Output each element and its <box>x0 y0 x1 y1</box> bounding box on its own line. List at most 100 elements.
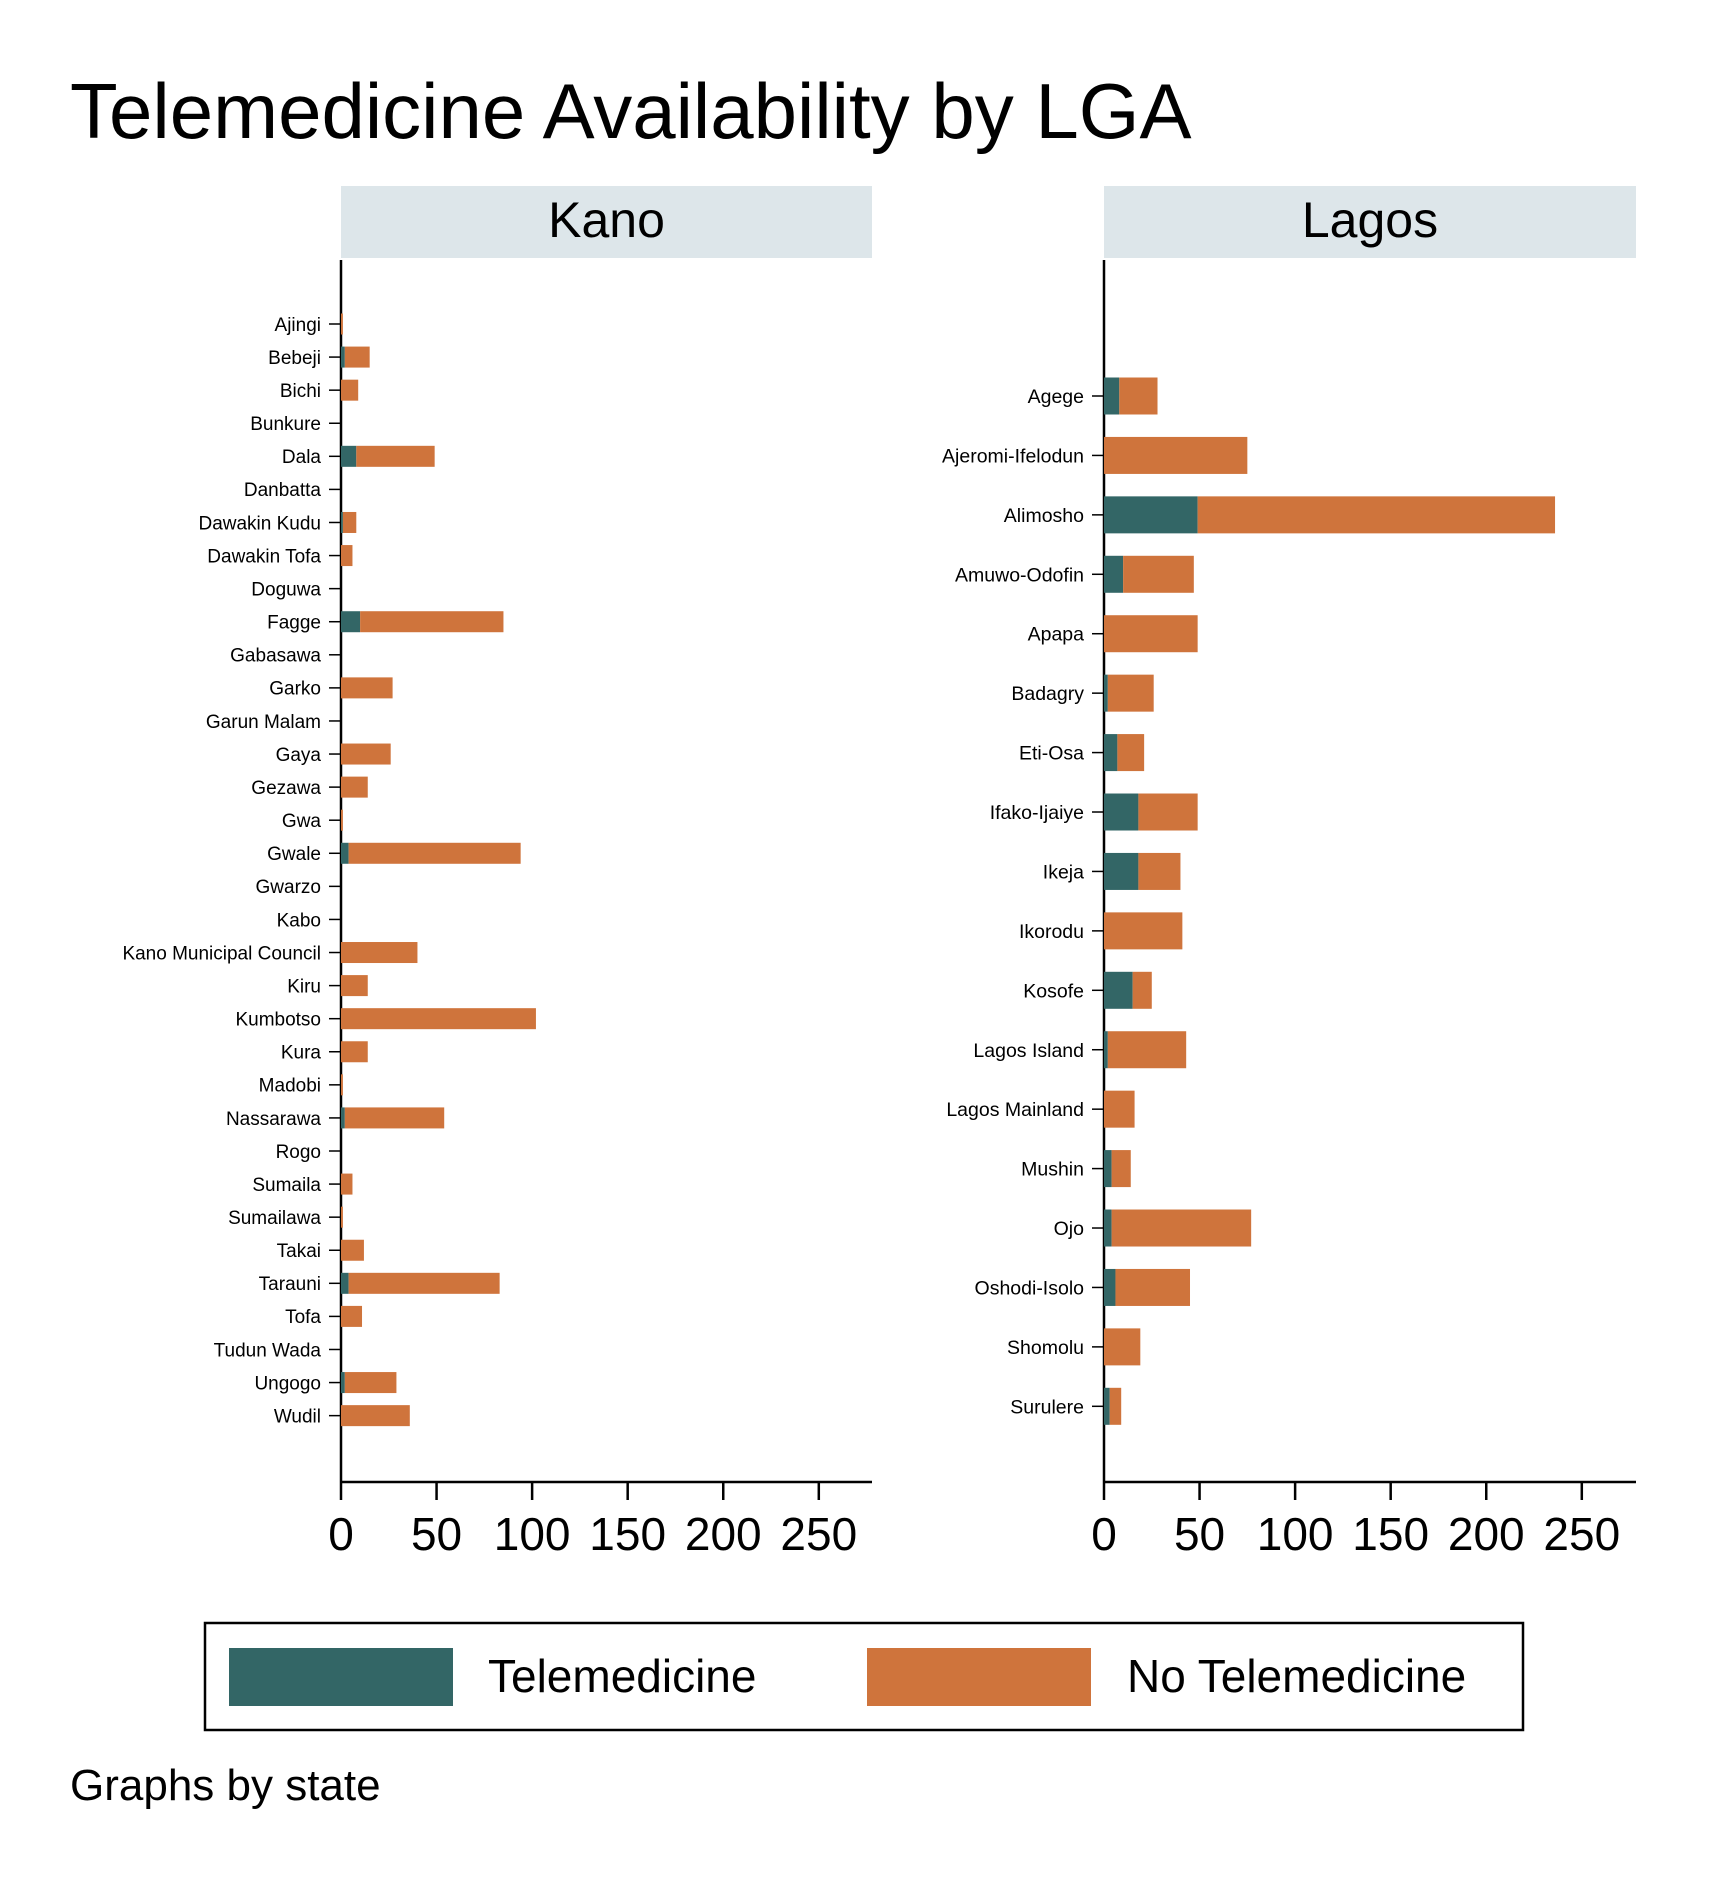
legend-label-no-telemedicine: No Telemedicine <box>1127 1650 1466 1702</box>
bar-telemedicine-eti-osa <box>1104 734 1118 772</box>
panel-lagos: Lagos 0 50 100 150 200 250 Agege Ajeromi-Ifelodu… <box>942 186 1636 1560</box>
bar-no-telemedicine-surulere <box>1109 1387 1122 1425</box>
bar-no-telemedicine-ojo <box>1111 1209 1252 1247</box>
legend: Telemedicine No Telemedicine <box>203 1621 1525 1732</box>
bar-telemedicine-dawakin-kudu <box>341 511 343 533</box>
y-tick-label: Dawakin Tofa <box>207 546 321 567</box>
y-tick-label: Kiru <box>287 976 321 997</box>
bar-no-telemedicine-kumbotso <box>341 1008 536 1030</box>
legend-label-telemedicine: Telemedicine <box>488 1650 756 1702</box>
y-tick-label: Oshodi-Isolo <box>975 1277 1085 1299</box>
y-tick-label: Kosofe <box>1023 980 1084 1002</box>
y-tick-label: Bichi <box>280 381 321 402</box>
y-tick-label: Badagry <box>1011 683 1084 705</box>
y-tick-label: Takai <box>277 1241 321 1262</box>
bar-telemedicine-alimosho <box>1104 496 1198 534</box>
x-tick-label: 200 <box>685 1508 762 1560</box>
bar-telemedicine-amuwo-odofin <box>1104 555 1124 593</box>
y-tick-label: Kura <box>281 1043 322 1064</box>
bar-no-telemedicine-gwale <box>348 842 521 864</box>
bar-no-telemedicine-badagry <box>1107 674 1154 712</box>
bar-no-telemedicine-dawakin-tofa <box>341 545 353 567</box>
y-tick-label: Rogo <box>276 1142 321 1163</box>
y-tick-label: Tudun Wada <box>214 1340 322 1361</box>
bar-no-telemedicine-tarauni <box>348 1272 500 1294</box>
bar-no-telemedicine-dala <box>356 445 435 467</box>
y-tick-label: Dawakin Kudu <box>198 513 321 534</box>
y-tick-label: Amuwo-Odofin <box>955 564 1084 586</box>
bar-telemedicine-badagry <box>1104 674 1108 712</box>
panel-header-lagos <box>1104 186 1636 258</box>
panel-header-kano <box>341 186 872 258</box>
y-tick-label: Wudil <box>274 1406 321 1427</box>
y-tick-label: Lagos Island <box>973 1040 1084 1062</box>
y-tick-label: Kumbotso <box>235 1010 321 1031</box>
bar-no-telemedicine-gwa <box>341 809 343 831</box>
legend-swatch-telemedicine <box>229 1648 453 1706</box>
bar-no-telemedicine-oshodi-isolo <box>1115 1268 1191 1306</box>
legend-frame <box>203 1621 1525 1732</box>
y-tick-label: Agege <box>1028 386 1084 408</box>
x-tick-label: 0 <box>1091 1508 1117 1560</box>
x-tick-label: 250 <box>780 1508 857 1560</box>
bar-no-telemedicine-lagos-mainland <box>1104 1090 1135 1128</box>
bar-telemedicine-bebeji <box>341 346 345 368</box>
bar-no-telemedicine-eti-osa <box>1117 734 1145 772</box>
bar-no-telemedicine-garko <box>341 677 393 699</box>
y-tick-label: Mushin <box>1021 1159 1084 1181</box>
panels: Kano 0 50 100 150 200 250 Ajingi Bebeji Bichi Bunk… <box>122 186 1636 1560</box>
bar-telemedicine-kosofe <box>1104 971 1133 1009</box>
y-tick-label: Tarauni <box>259 1274 321 1295</box>
bar-no-telemedicine-kano-municipal-council <box>341 942 418 964</box>
x-tick-label: 150 <box>589 1508 666 1560</box>
y-tick-label: Alimosho <box>1004 505 1084 527</box>
bar-no-telemedicine-lagos-island <box>1107 1031 1187 1069</box>
bar-telemedicine-lagos-island <box>1104 1031 1108 1069</box>
bar-telemedicine-fagge <box>341 611 361 633</box>
y-tick-label: Tofa <box>285 1307 321 1328</box>
y-tick-label: Ikorodu <box>1019 921 1084 943</box>
bar-no-telemedicine-ikeja <box>1138 852 1181 890</box>
y-tick-label: Kabo <box>277 910 321 931</box>
bar-no-telemedicine-kura <box>341 1041 368 1063</box>
y-tick-label: Danbatta <box>244 480 322 501</box>
y-tick-label: Ungogo <box>254 1373 321 1394</box>
x-tick-label: 100 <box>494 1508 571 1560</box>
bar-no-telemedicine-apapa <box>1104 615 1198 653</box>
chart-title: Telemedicine Availability by LGA <box>70 67 1191 155</box>
bar-no-telemedicine-bichi <box>341 379 359 401</box>
y-tick-label: Gwarzo <box>256 877 321 898</box>
bar-no-telemedicine-shomolu <box>1104 1328 1141 1366</box>
bar-no-telemedicine-bebeji <box>344 346 370 368</box>
y-tick-label: Sumaila <box>252 1175 321 1196</box>
bar-telemedicine-ojo <box>1104 1209 1112 1247</box>
bar-no-telemedicine-dawakin-kudu <box>342 511 357 533</box>
bar-no-telemedicine-ikorodu <box>1104 912 1183 950</box>
y-tick-label: Ifako-Ijaiye <box>990 802 1084 824</box>
y-tick-label: Doguwa <box>251 579 321 600</box>
y-tick-label: Surulere <box>1010 1396 1084 1418</box>
y-tick-label: Madobi <box>259 1076 321 1097</box>
legend-swatch-no-telemedicine <box>867 1648 1091 1706</box>
y-tick-label: Gwale <box>267 844 321 865</box>
y-tick-label: Bunkure <box>250 414 321 435</box>
bar-no-telemedicine-mushin <box>1111 1150 1131 1188</box>
bar-telemedicine-ifako-ijaiye <box>1104 793 1139 831</box>
y-tick-label: Garun Malam <box>206 712 321 733</box>
y-tick-label: Eti-Osa <box>1019 743 1084 765</box>
x-tick-label: 100 <box>1257 1508 1334 1560</box>
x-tick-label: 200 <box>1448 1508 1525 1560</box>
y-tick-label: Gabasawa <box>230 646 321 667</box>
y-tick-label: Ojo <box>1054 1218 1085 1240</box>
bar-no-telemedicine-kosofe <box>1132 971 1152 1009</box>
bar-no-telemedicine-kiru <box>341 975 368 997</box>
bar-no-telemedicine-alimosho <box>1197 496 1556 534</box>
bar-no-telemedicine-ifako-ijaiye <box>1138 793 1198 831</box>
x-tick-label: 150 <box>1352 1508 1429 1560</box>
bar-no-telemedicine-gezawa <box>341 776 368 798</box>
bar-telemedicine-oshodi-isolo <box>1104 1268 1116 1306</box>
bar-no-telemedicine-gaya <box>341 743 391 765</box>
bar-no-telemedicine-agege <box>1119 377 1158 415</box>
bar-no-telemedicine-sumailawa <box>341 1206 343 1228</box>
